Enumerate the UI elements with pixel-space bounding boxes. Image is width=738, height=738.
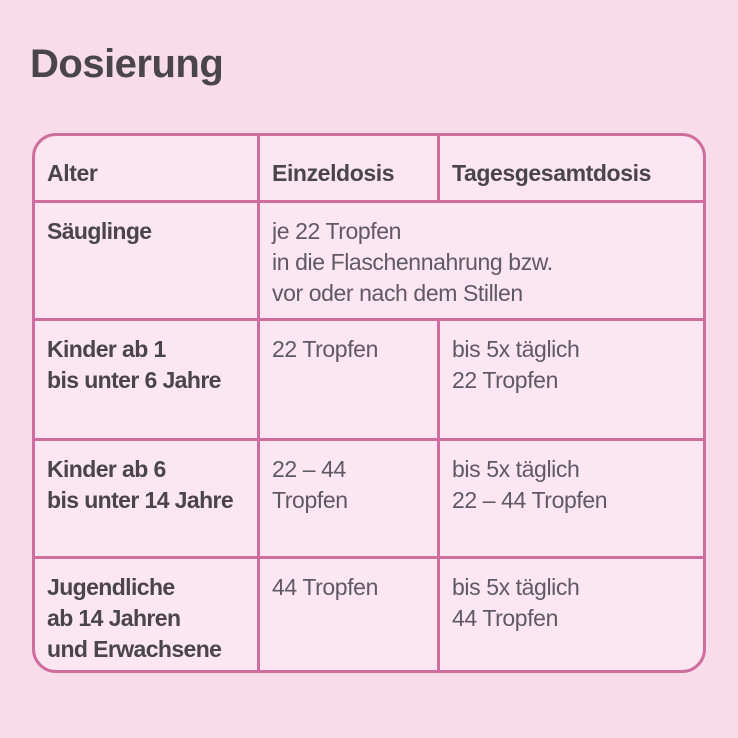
dosage-table: Alter Einzeldosis Tagesgesamtdosis Säugl…	[32, 133, 706, 673]
row-kinder1-tagesgesamtdosis: bis 5x täglich 22 Tropfen	[440, 321, 703, 441]
row-jugendliche-tagesgesamtdosis: bis 5x täglich 44 Tropfen	[452, 574, 580, 631]
row-kinder1-einzeldosis: 22 Tropfen	[260, 321, 440, 441]
row-saeuglinge-dose: je 22 Tropfen in die Flaschennahrung bzw…	[260, 203, 703, 321]
page-title: Dosierung	[30, 42, 224, 86]
row-saeuglinge-age: Säuglinge	[35, 203, 260, 321]
row-kinder1-age: Kinder ab 1 bis unter 6 Jahre	[35, 321, 260, 441]
column-header-tagesgesamtdosis: Tagesgesamtdosis	[440, 136, 703, 203]
row-jugendliche-einzeldosis: 44 Tropfen	[260, 559, 440, 670]
column-header-alter: Alter	[35, 136, 260, 203]
row-jugendliche-age: Jugendliche ab 14 Jahren und Erwachsene	[35, 559, 260, 670]
row-kinder6-einzeldosis: 22 – 44 Tropfen	[260, 441, 440, 559]
column-header-einzeldosis: Einzeldosis	[260, 136, 440, 203]
row-kinder6-age: Kinder ab 6 bis unter 14 Jahre	[35, 441, 260, 559]
row-kinder6-tagesgesamtdosis: bis 5x täglich 22 – 44 Tropfen	[440, 441, 703, 559]
